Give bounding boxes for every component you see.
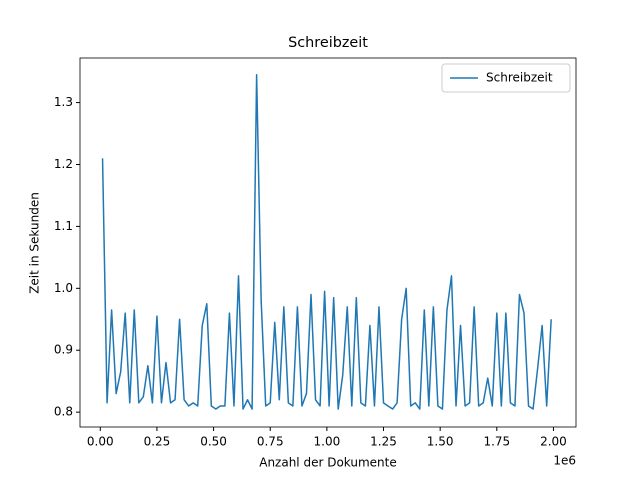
x-tick-label: 1.00 <box>314 435 341 449</box>
x-tick-label: 1.75 <box>483 435 510 449</box>
plot-frame <box>79 57 577 428</box>
x-tick-label: 0.50 <box>200 435 227 449</box>
x-tick-label: 0.25 <box>144 435 171 449</box>
legend-box <box>441 63 571 93</box>
y-tick-label: 0.8 <box>54 405 73 419</box>
x-tick-label: 1.25 <box>370 435 397 449</box>
y-tick-label: 1.1 <box>54 219 73 233</box>
x-tick-label: 0.00 <box>87 435 114 449</box>
y-tick-label: 1.3 <box>54 95 73 109</box>
x-offset-label: 1e6 <box>553 454 576 468</box>
y-axis-label: Zeit in Sekunden <box>28 192 42 294</box>
y-tick-label: 0.9 <box>54 343 73 357</box>
data-line <box>101 73 552 410</box>
x-tick-label: 1.50 <box>427 435 454 449</box>
chart-title: Schreibzeit <box>288 35 368 51</box>
y-tick-label: 1.2 <box>54 157 73 171</box>
x-axis-label: Anzahl der Dokumente <box>259 456 397 470</box>
x-tick-label: 0.75 <box>257 435 284 449</box>
legend-label: Schreibzeit <box>486 71 553 85</box>
x-tick-label: 2.00 <box>540 435 567 449</box>
y-tick-label: 1.0 <box>54 281 73 295</box>
